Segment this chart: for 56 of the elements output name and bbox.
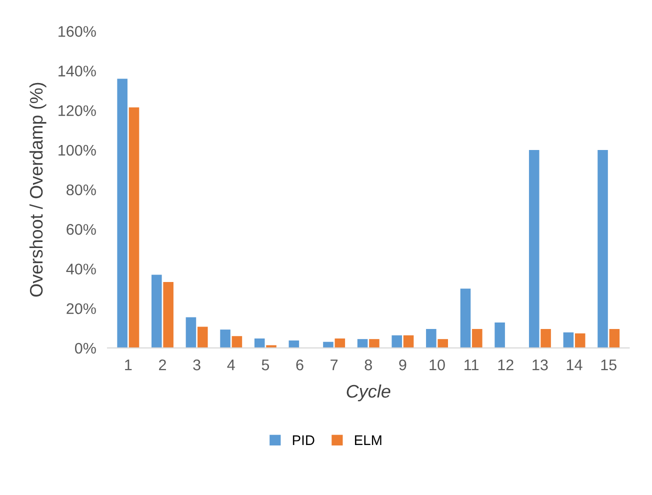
bar — [186, 317, 196, 348]
x-tick-label: 7 — [330, 360, 338, 370]
y-tick-label: 160% — [58, 26, 96, 37]
x-tick-label: 9 — [399, 360, 406, 370]
x-tick-label: 13 — [532, 360, 548, 370]
x-tick-label: 4 — [227, 360, 235, 370]
y-tick-label: 120% — [58, 105, 96, 116]
x-tick-label: 11 — [464, 360, 479, 370]
bar — [598, 150, 608, 348]
x-tick-label: 15 — [601, 360, 616, 370]
x-tick-label: 14 — [566, 360, 582, 370]
bar — [540, 328, 551, 348]
bar — [369, 339, 380, 348]
bar — [266, 345, 276, 348]
x-axis-title: Cycle — [346, 384, 390, 402]
bar — [117, 78, 128, 348]
y-tick-label: 20% — [66, 303, 96, 314]
bar — [472, 328, 482, 348]
x-tick-label: 6 — [296, 360, 304, 370]
y-tick-label: 140% — [58, 66, 96, 76]
bar — [152, 274, 162, 348]
bar — [609, 328, 620, 348]
y-axis-title: Overshoot / Overdamp (%) — [29, 82, 46, 297]
bar — [460, 288, 471, 348]
x-tick-label: 10 — [430, 360, 445, 370]
y-tick-label: 80% — [66, 184, 96, 196]
x-tick-label: 8 — [364, 360, 372, 370]
x-tick-label: 12 — [498, 360, 514, 370]
bar — [426, 328, 436, 348]
bar — [563, 332, 574, 348]
bar — [323, 342, 334, 348]
y-tick-label: 60% — [66, 224, 96, 235]
bar — [232, 336, 242, 348]
bar — [494, 322, 505, 348]
bar — [254, 338, 265, 348]
bar — [392, 335, 402, 348]
bar — [163, 282, 174, 348]
bar — [220, 330, 230, 348]
legend-label: ELM — [354, 435, 382, 445]
x-tick-label: 5 — [262, 360, 270, 370]
x-tick-label: 3 — [193, 360, 200, 370]
legend-label: PID — [292, 435, 314, 445]
bar — [128, 107, 140, 348]
y-tick-label: 100% — [58, 144, 96, 156]
bar — [197, 326, 208, 348]
y-tick-label: 0% — [74, 342, 96, 354]
bar — [334, 338, 346, 348]
bar — [574, 333, 586, 348]
bar — [288, 340, 300, 348]
bar — [528, 150, 540, 348]
bar — [403, 335, 414, 348]
y-tick-label: 40% — [66, 264, 96, 274]
x-tick-label: 1 — [125, 360, 132, 370]
bar — [357, 339, 368, 348]
x-tick-label: 2 — [159, 360, 166, 370]
bar — [438, 339, 448, 348]
